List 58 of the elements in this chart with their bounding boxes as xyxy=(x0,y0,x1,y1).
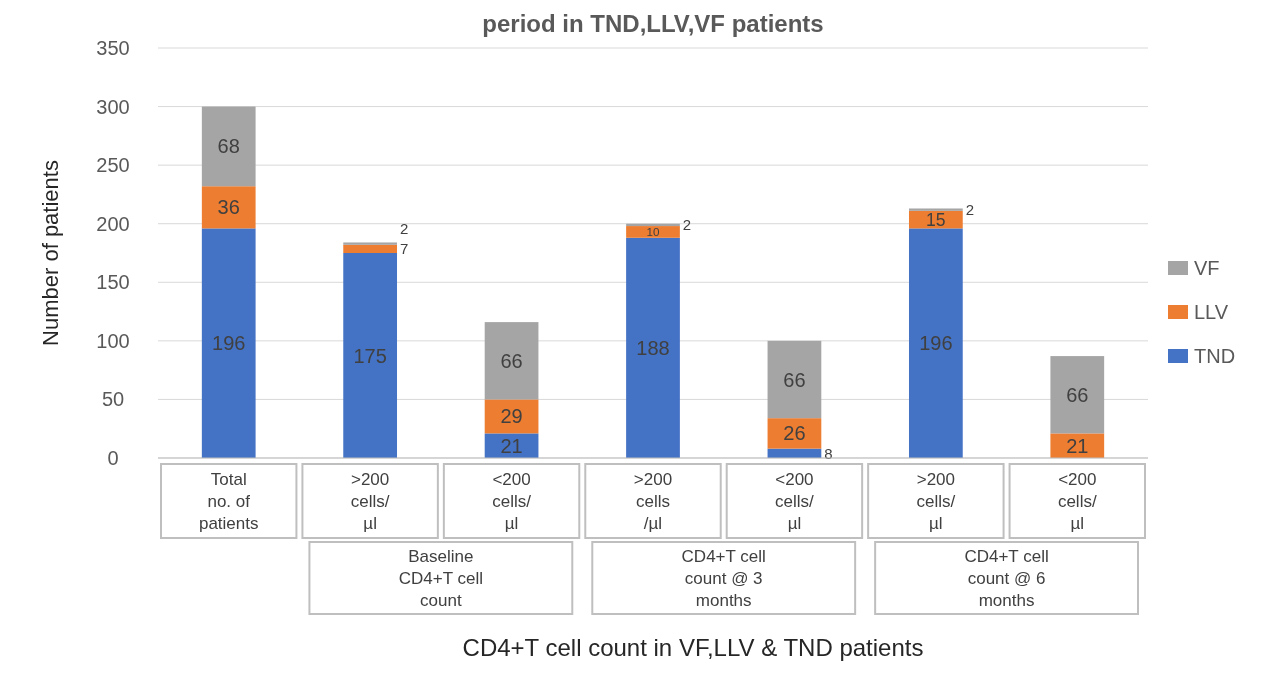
chart-title: period in TND,LLV,VF patients xyxy=(482,10,824,37)
y-tick-label: 50 xyxy=(101,388,125,411)
x-tick-label: <200 cells/ µl xyxy=(492,469,532,533)
data-label: 2 xyxy=(682,216,692,234)
bar xyxy=(343,244,398,253)
data-label: 188 xyxy=(636,336,670,359)
legend-label: VF xyxy=(1194,257,1220,279)
x-tick-label: >200 cells/ µl xyxy=(350,469,390,533)
bar xyxy=(343,253,398,458)
y-tick-label: 100 xyxy=(96,329,130,352)
bar xyxy=(626,237,680,458)
y-tick-label: 150 xyxy=(96,271,130,294)
x-tick-label: <200 cells/ µl xyxy=(775,469,815,533)
y-tick-label: 0 xyxy=(107,447,119,469)
x-axis-title: CD4+T cell count in VF,LLV & TND patients xyxy=(462,634,924,661)
data-label: 196 xyxy=(212,332,246,355)
data-label: 7 xyxy=(400,240,409,258)
bar xyxy=(767,340,822,419)
bar xyxy=(343,242,398,245)
bar xyxy=(484,322,539,400)
text: Baseline CD4+T cell count xyxy=(398,546,483,610)
data-label: 66 xyxy=(500,349,523,372)
text: CD4+T cell count @ 3 months xyxy=(681,546,766,610)
data-label: 175 xyxy=(353,344,387,367)
bar xyxy=(767,418,822,449)
data-label: 29 xyxy=(500,405,523,428)
x-tick-label: >200 cells /µl xyxy=(633,469,673,533)
text: CD4+T cell count @ 6 months xyxy=(964,546,1049,610)
bar xyxy=(626,226,680,238)
x-tick-label: Total no. of patients xyxy=(198,469,259,533)
y-tick-label: 350 xyxy=(96,37,130,59)
y-tick-label: 200 xyxy=(96,212,130,235)
data-label: 2 xyxy=(400,220,409,238)
bar xyxy=(201,186,256,229)
y-axis-title: Number of patients xyxy=(38,160,63,346)
x-tick-label: >200 cells/ µl xyxy=(916,469,956,533)
data-label: 21 xyxy=(1066,434,1089,457)
bar xyxy=(201,106,256,187)
bar xyxy=(908,208,963,211)
data-label: 2 xyxy=(965,200,975,218)
legend-label: TND xyxy=(1194,345,1236,367)
data-label: 66 xyxy=(783,368,806,391)
data-label: 21 xyxy=(500,434,523,457)
data-label: 66 xyxy=(1066,383,1089,406)
bar xyxy=(201,228,256,458)
data-label: 26 xyxy=(783,422,806,445)
data-label: 36 xyxy=(217,196,240,219)
data-label: 15 xyxy=(926,209,946,230)
x-tick-label: <200 cells/ µl xyxy=(1057,469,1097,533)
y-tick-label: 250 xyxy=(96,154,130,177)
data-label: 8 xyxy=(824,444,833,462)
bar xyxy=(908,228,963,458)
legend-label: LLV xyxy=(1194,301,1229,323)
bar xyxy=(1050,356,1105,434)
y-tick-label: 300 xyxy=(96,95,130,118)
data-label: 196 xyxy=(919,332,953,355)
data-label: 10 xyxy=(646,225,660,239)
data-label: 68 xyxy=(217,135,240,158)
